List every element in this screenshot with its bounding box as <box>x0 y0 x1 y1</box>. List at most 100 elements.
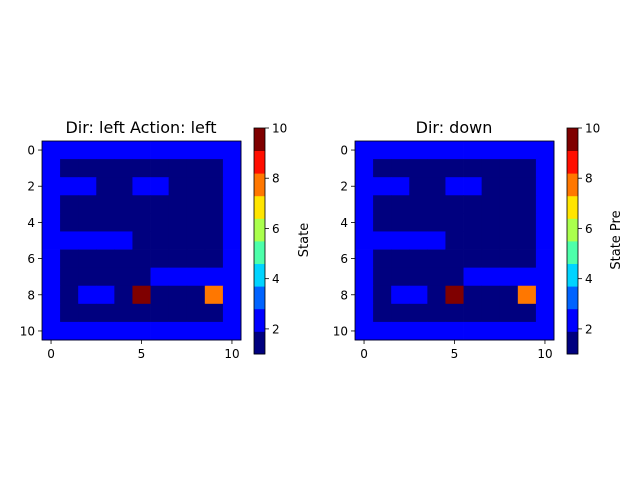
heatmap-cell <box>96 321 115 341</box>
y-tick-label: 6 <box>340 252 348 266</box>
colorbar-segment <box>567 308 578 332</box>
heatmap-cell <box>114 249 133 269</box>
heatmap-cell <box>517 303 537 323</box>
heatmap-cell <box>391 213 410 232</box>
colorbar-tick-label: 6 <box>272 222 280 236</box>
panel-1-colorbar: 2 4 6 8 10 <box>253 122 287 355</box>
heatmap-cell <box>78 141 97 160</box>
heatmap-cell <box>132 249 151 269</box>
heatmap-cell <box>150 249 170 269</box>
heatmap-cell <box>517 141 537 160</box>
heatmap-cell <box>481 267 501 287</box>
heatmap-cell <box>427 267 446 287</box>
y-tick-label: 8 <box>27 288 35 302</box>
colorbar-segment <box>254 308 265 332</box>
heatmap-cell <box>427 285 446 305</box>
heatmap-cell <box>427 159 446 178</box>
heatmap-cell <box>481 321 501 341</box>
heatmap-cell <box>517 267 537 287</box>
heatmap-cell <box>373 213 392 232</box>
colorbar-segment <box>567 241 578 264</box>
heatmap-cell <box>463 177 483 196</box>
heatmap-cell <box>114 285 133 305</box>
heatmap-cell <box>427 321 446 341</box>
heatmap-cell <box>463 231 483 250</box>
heatmap-cell <box>373 177 392 196</box>
heatmap-cell <box>60 195 79 214</box>
panel-1: Dir: left Action: left 0 5 10 0 2 4 6 8 10 2 4 6 8… <box>20 118 312 361</box>
heatmap-cell <box>114 141 133 160</box>
heatmap-cell <box>409 267 428 287</box>
heatmap-cell <box>204 195 224 214</box>
heatmap-cell <box>60 303 79 323</box>
heatmap-cell <box>114 159 133 178</box>
heatmap-cell <box>445 267 464 287</box>
heatmap-cell <box>481 159 501 178</box>
colorbar-tick-label: 2 <box>272 322 280 336</box>
heatmap-cell <box>114 195 133 214</box>
heatmap-cell <box>391 231 410 250</box>
heatmap-cell <box>222 303 242 323</box>
heatmap-cell <box>132 141 151 160</box>
colorbar-segment <box>567 150 578 174</box>
panel-1-title: Dir: left Action: left <box>65 118 216 137</box>
heatmap-cell <box>96 303 115 323</box>
heatmap-cell <box>132 159 151 178</box>
heatmap-cell <box>445 303 464 323</box>
heatmap-cell <box>132 231 151 250</box>
heatmap-cell <box>150 177 170 196</box>
heatmap-cell <box>409 141 428 160</box>
heatmap-cell <box>409 231 428 250</box>
heatmap-cell <box>499 267 519 287</box>
heatmap-cell <box>391 159 410 178</box>
heatmap-cell <box>499 177 519 196</box>
colorbar-tick-label: 4 <box>585 272 593 286</box>
heatmap-cell <box>355 231 374 250</box>
heatmap-cell <box>391 285 410 305</box>
heatmap-cell <box>481 303 501 323</box>
heatmap-cell <box>114 213 133 232</box>
y-tick-label: 10 <box>333 324 348 338</box>
heatmap-cell <box>535 231 555 250</box>
x-tick-label: 10 <box>224 347 239 361</box>
heatmap-cell <box>114 177 133 196</box>
colorbar-segment <box>254 241 265 264</box>
colorbar-tick-label: 6 <box>585 222 593 236</box>
colorbar-segment <box>254 263 265 287</box>
heatmap-cell <box>42 285 61 305</box>
colorbar-segment <box>567 286 578 310</box>
heatmap-cell <box>204 285 224 305</box>
heatmap-cell <box>186 195 206 214</box>
heatmap-cell <box>445 177 464 196</box>
heatmap-cell <box>445 159 464 178</box>
heatmap-cell <box>168 177 188 196</box>
heatmap-cell <box>78 159 97 178</box>
x-tick-label: 5 <box>138 347 146 361</box>
colorbar-tick-label: 8 <box>585 172 593 186</box>
panel-2: Dir: down 0 5 10 0 2 4 6 8 10 2 4 6 8 10 State Pre <box>333 118 624 361</box>
heatmap-cell <box>445 231 464 250</box>
panel-2-heatmap <box>354 140 555 341</box>
heatmap-cell <box>96 141 115 160</box>
heatmap-cell <box>204 177 224 196</box>
heatmap-cell <box>481 249 501 269</box>
heatmap-cell <box>96 159 115 178</box>
colorbar-tick-label: 2 <box>585 322 593 336</box>
heatmap-cell <box>222 213 242 232</box>
heatmap-cell <box>391 195 410 214</box>
colorbar-segment <box>254 128 265 151</box>
panel-1-y-axis: 0 2 4 6 8 10 <box>20 144 42 338</box>
heatmap-cell <box>204 303 224 323</box>
colorbar-segment <box>567 173 578 197</box>
heatmap-cell <box>78 231 97 250</box>
heatmap-cell <box>355 285 374 305</box>
heatmap-cell <box>535 321 555 341</box>
heatmap-cell <box>96 195 115 214</box>
heatmap-cell <box>355 267 374 287</box>
x-tick-label: 5 <box>451 347 459 361</box>
heatmap-cell <box>355 213 374 232</box>
heatmap-cell <box>204 159 224 178</box>
colorbar-segment <box>254 331 265 355</box>
heatmap-cell <box>168 231 188 250</box>
y-tick-label: 4 <box>27 216 35 230</box>
